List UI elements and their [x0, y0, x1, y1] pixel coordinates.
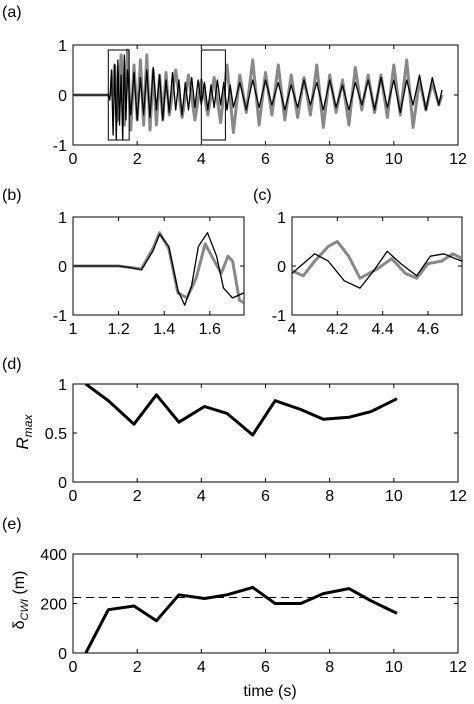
panel-e-xtick-label: 12: [449, 659, 467, 676]
panel-b-label: (b): [2, 187, 22, 204]
panel-a-xtick-label: 2: [133, 151, 142, 168]
panel-b-xtick-label: 1.2: [107, 321, 129, 338]
panel-a-xtick-label: 8: [325, 151, 334, 168]
panel-e-ylabel: δCWI (m): [11, 571, 31, 630]
panel-b-plot-area: [73, 231, 244, 306]
panel-d-xtick-label: 0: [69, 488, 78, 505]
panel-d-ylabel-sub: max: [21, 414, 35, 438]
panel-b-ytick-label: 0: [58, 259, 67, 276]
panel-e-label: (e): [2, 516, 22, 533]
panel-a-xtick-label: 10: [385, 151, 403, 168]
panel-a-xtick-label: 0: [69, 151, 78, 168]
panel-d-xtick-label: 4: [197, 488, 206, 505]
panel-e-ylabel-sub: CWI: [19, 599, 31, 620]
panel-d-xtick-label: 10: [385, 488, 403, 505]
panel-a-ytick-label: -1: [53, 138, 67, 155]
panel-e-ylabel-prefix: δ: [11, 620, 28, 629]
panel-d-ylabel-main: R: [13, 437, 32, 449]
panel-c-ytick-label: 0: [277, 259, 286, 276]
panel-e-xtick-label: 4: [197, 659, 206, 676]
panel-a-zoom-box-1: [107, 49, 130, 141]
panel-d-plot-area: [84, 384, 398, 437]
panel-b-xtick-label: 1.6: [199, 321, 221, 338]
panel-d-xtick-label: 2: [133, 488, 142, 505]
panel-d: (d) Rmax 0 2 4 6 8 10 12 0 0.5 1: [2, 356, 467, 505]
panel-b-series-reference: [73, 232, 244, 306]
panel-d-xtick-label: 6: [261, 488, 270, 505]
panel-b-xtick-label: 1.4: [153, 321, 175, 338]
panel-a-ytick-label: 0: [58, 88, 67, 105]
panel-c-ytick-label: -1: [272, 308, 286, 325]
panel-a-series-reference: [73, 54, 443, 141]
panel-b-ytick-label: 1: [58, 210, 67, 227]
panel-a-ytick-label: 1: [58, 38, 67, 55]
panel-d-xtick-label: 12: [449, 488, 467, 505]
panel-c: (c) 4 4.2 4.4 4.6 -1 0 1: [253, 187, 463, 338]
panel-a-label: (a): [2, 4, 22, 21]
panel-e-plot-area: [73, 585, 458, 653]
panel-e-xtick-label: 2: [133, 659, 142, 676]
panel-a-zoom-box-2: [200, 49, 226, 141]
panel-a-plot-area: [73, 48, 444, 141]
panel-b-ytick-label: -1: [53, 308, 67, 325]
panel-e-xtick-label: 10: [385, 659, 403, 676]
panel-d-label: (d): [2, 356, 22, 373]
panel-b-xtick-label: 1: [69, 321, 78, 338]
panel-a-xtick-label: 6: [261, 151, 270, 168]
panel-a-xtick-label: 4: [197, 151, 206, 168]
panel-c-xtick-label: 4.4: [372, 321, 394, 338]
panel-d-xtick-label: 8: [325, 488, 334, 505]
panel-e-ytick-label: 0: [58, 646, 67, 663]
panel-d-ylabel: Rmax: [13, 414, 35, 450]
panel-a: (a) 0 2 4 6 8 10 12-101: [2, 4, 467, 168]
panel-c-ytick-label: 1: [277, 210, 286, 227]
panel-c-plot-area: [292, 240, 462, 289]
panel-d-ytick-label: 0.5: [45, 426, 67, 443]
panel-c-label: (c): [253, 187, 272, 204]
panel-e-ytick-label: 200: [40, 597, 67, 614]
panel-c-series-reference: [292, 250, 462, 289]
panel-e-xtick-label: 0: [69, 659, 78, 676]
panel-c-xtick-label: 4: [288, 321, 297, 338]
panel-b: (b) 1 1.2 1.4 1.6 -1 0 1: [2, 187, 245, 338]
panel-e-ytick-label: 400: [40, 547, 67, 564]
panel-d-ytick-label: 1: [58, 377, 67, 394]
panel-e-xtick-label: 6: [261, 659, 270, 676]
panel-e-series-delta: [84, 585, 398, 653]
panel-c-xtick-label: 4.2: [326, 321, 348, 338]
panel-c-xtick-label: 4.6: [417, 321, 439, 338]
panel-d-series-rmax: [84, 384, 398, 437]
panel-d-ytick-label: 0: [58, 475, 67, 492]
panel-e-xlabel: time (s): [243, 683, 296, 700]
panel-e-ylabel-suffix: (m): [11, 571, 28, 599]
panel-e-xtick-label: 8: [325, 659, 334, 676]
panel-e: (e) δCWI (m) time (s) 0 2 4 6 8 10 12 0 200 400: [2, 516, 467, 700]
panel-a-xtick-label: 12: [449, 151, 467, 168]
